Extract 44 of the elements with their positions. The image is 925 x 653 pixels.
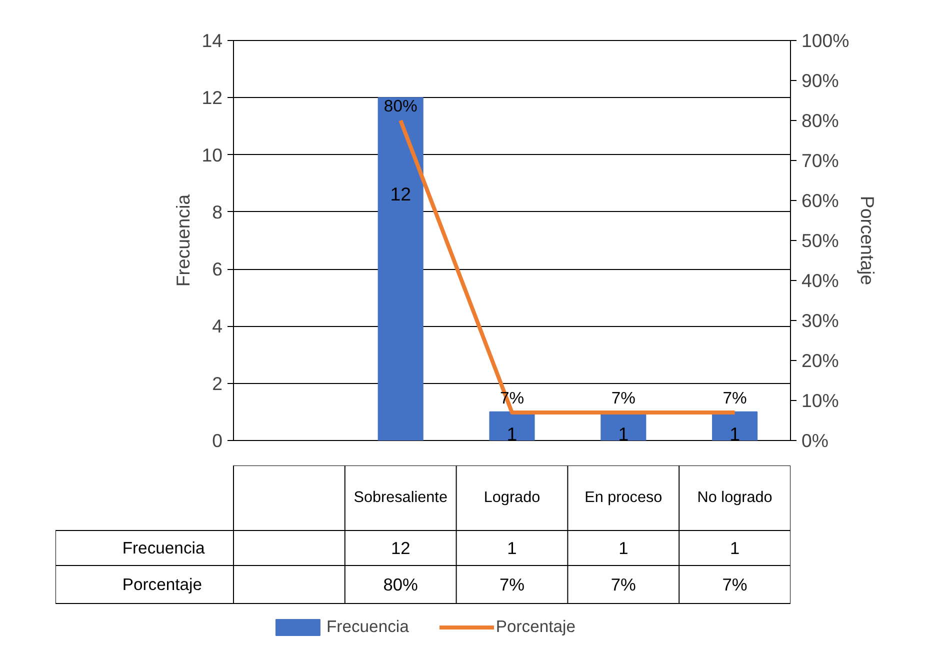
y-tick-label: 6 [212, 258, 223, 280]
y2-tick-label: 100% [802, 30, 850, 51]
text: Porcentaje [122, 575, 202, 594]
x-tick-label: Sobresaliente [354, 489, 448, 506]
y-tick-label: 4 [212, 316, 223, 337]
text: 7% [722, 388, 747, 408]
data-label: 7% [722, 574, 748, 594]
y2-tick-label: 0% [802, 430, 828, 451]
data-label: 1 [618, 538, 628, 558]
y-tick-label: 0 [212, 430, 223, 451]
data-label: 12 [390, 538, 410, 558]
text: 7% [611, 388, 636, 408]
data-label: 1 [730, 538, 740, 558]
text: 1 [618, 424, 629, 444]
y-tick-label: 12 [202, 87, 223, 108]
y2-tick-label: 40% [802, 270, 839, 291]
text: 1 [506, 424, 518, 444]
y2-tick-label: 90% [802, 70, 839, 91]
x-tick-label: En proceso [584, 489, 662, 506]
text: 1 [730, 424, 740, 444]
y2-tick-label: 60% [802, 190, 839, 211]
y-tick-label: 10 [202, 144, 223, 166]
y2-tick-label: 30% [802, 310, 839, 331]
text: 80% [384, 96, 418, 116]
data-label: 7% [610, 574, 636, 594]
data-label: 80% [383, 574, 418, 594]
y2-tick-label: 50% [802, 230, 839, 251]
legend-label: Porcentaje [496, 617, 576, 637]
data-label: 1 [507, 538, 517, 558]
text: Frecuencia [122, 538, 205, 558]
legend-label: Frecuencia [326, 617, 409, 637]
data-label: 7% [499, 574, 525, 594]
y2-tick-label: 70% [802, 150, 839, 171]
x-tick-label: No logrado [697, 489, 772, 506]
y-tick-label: 2 [212, 372, 223, 394]
y2-tick-label: 10% [802, 390, 839, 411]
y2-axis-title: Porcentaje [857, 196, 878, 286]
y2-tick-label: 80% [802, 110, 839, 131]
y2-tick-label: 20% [802, 350, 839, 371]
y-tick-label: 8 [212, 201, 223, 222]
x-tick-label: Logrado [484, 489, 540, 506]
text: 12 [390, 184, 411, 204]
y-axis-title: Frecuencia [172, 194, 194, 287]
y-tick-label: 14 [202, 30, 223, 51]
